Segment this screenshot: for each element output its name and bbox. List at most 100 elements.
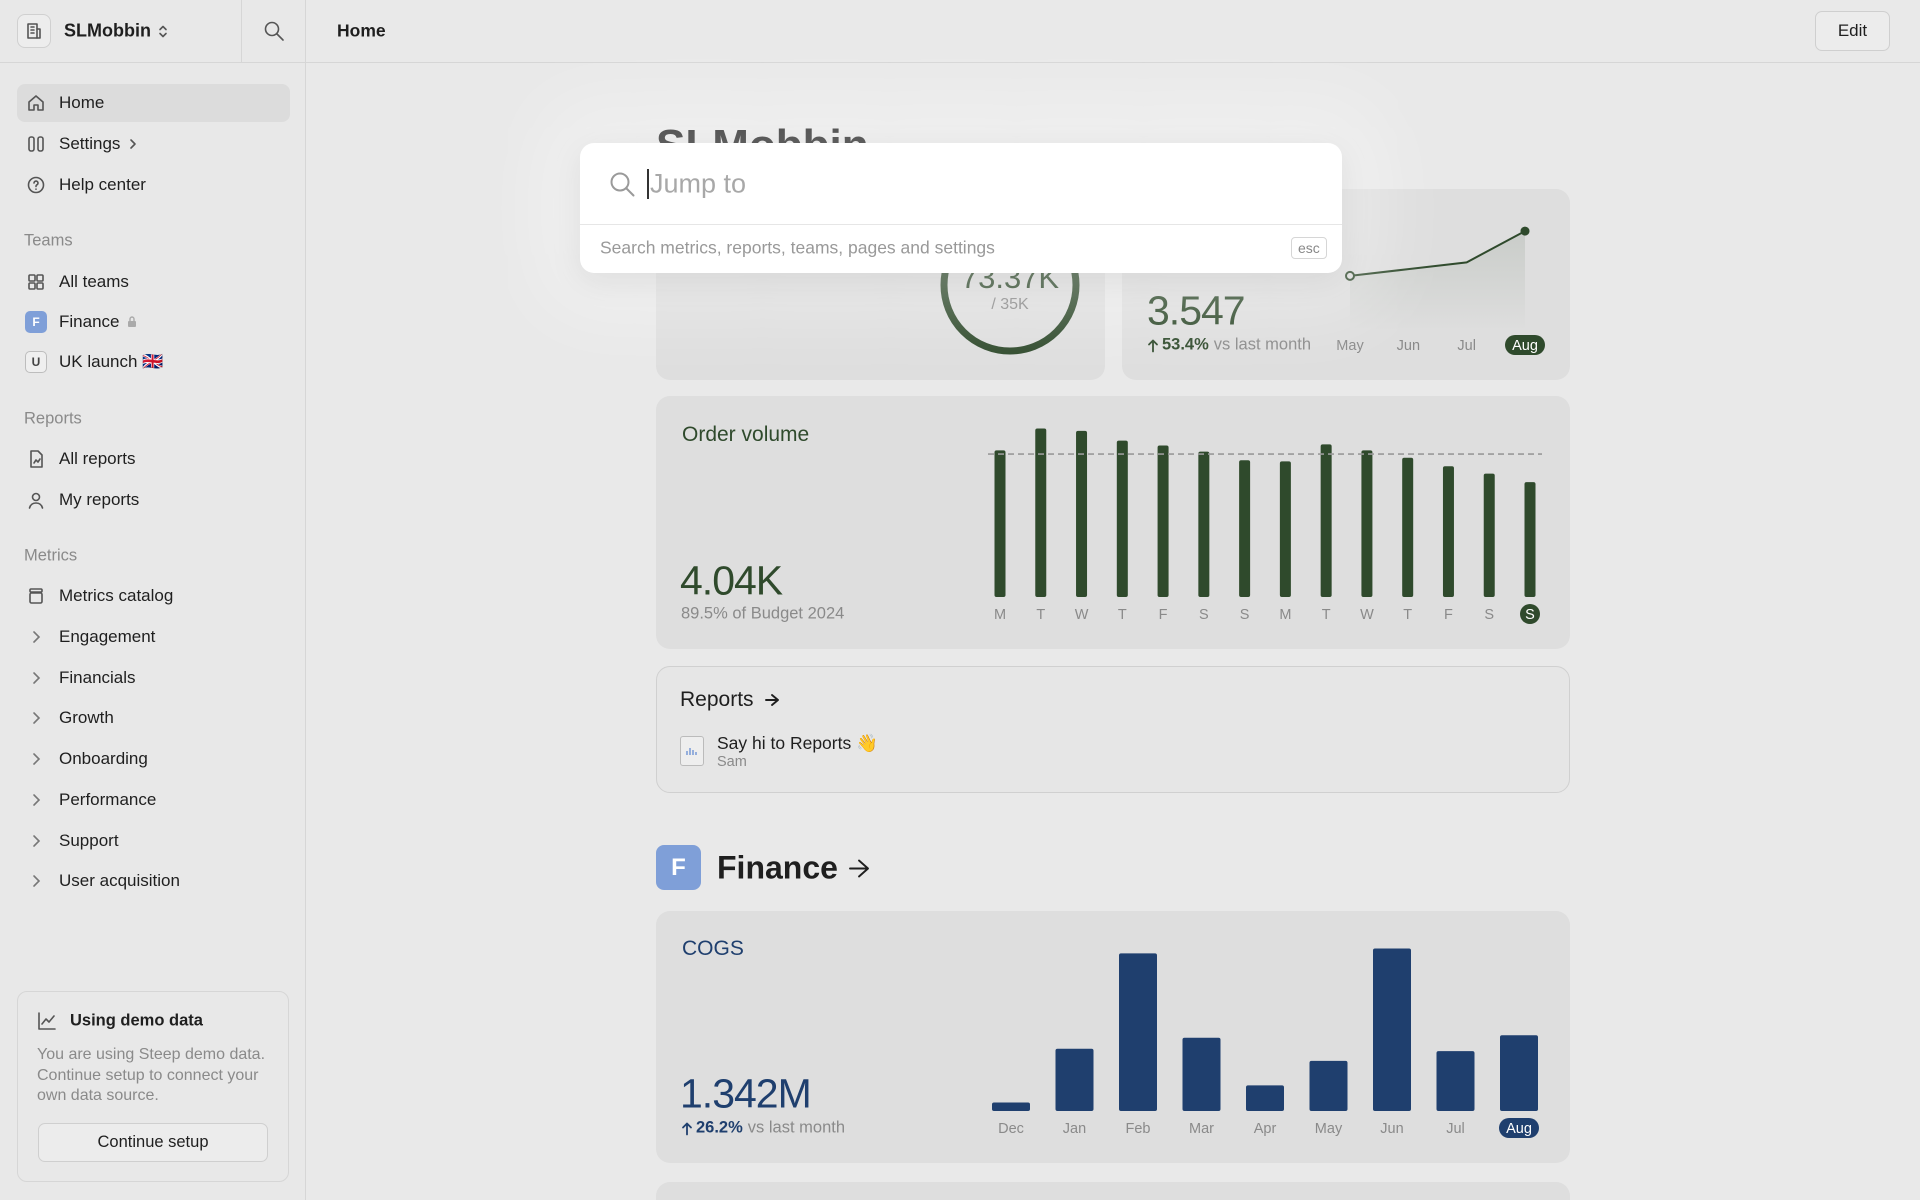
nav-icon [25,789,47,811]
bar [1436,1051,1475,1111]
nav-item[interactable]: Performance [17,781,290,819]
report-glyph [686,748,697,755]
sidebar-top-divider [241,0,242,62]
metric-value: 4.04K [680,557,783,604]
nav-icon [25,448,47,470]
nav-label: Home [59,93,105,112]
trend-line [1349,230,1526,277]
bar [1500,1035,1538,1111]
bar [1119,953,1157,1111]
nav-icon [25,626,47,648]
icon [28,274,44,290]
section-title: Reports [24,409,82,428]
nav-label: Performance [59,789,157,809]
finance-heading[interactable]: Finance [717,850,870,887]
icon [33,712,41,725]
finance-badge: F [656,845,701,890]
lock-icon [128,316,137,327]
nav-item[interactable]: Onboarding [17,740,290,778]
x-tick-label: S [1199,607,1209,623]
bar [1309,1060,1348,1111]
bar [1076,430,1088,597]
sidebar: SLMobbin Home Settings Help center Teams All … [0,0,306,1200]
reports-title-link[interactable]: Reports [680,688,780,712]
change-value: 53.4% [1162,335,1209,354]
report-author: Sam [717,754,747,770]
nav-icon [25,585,47,607]
section-title: Teams [24,231,73,250]
next-card [656,1182,1570,1200]
nav-item[interactable]: My reports [17,481,290,519]
demo-title: Using demo data [70,1011,203,1030]
nav-label: Metrics catalog [59,586,174,605]
bar [1246,1085,1284,1111]
nav-item[interactable]: Financials [17,659,290,697]
report-title: Say hi to Reports 👋 [717,733,878,753]
search-button[interactable] [263,20,285,42]
reports-title: Reports [680,688,754,711]
section-title: Metrics [24,546,78,565]
x-tick-label: Jul [1446,1121,1465,1137]
nav-item[interactable]: F Finance [17,303,290,341]
nav-item[interactable]: Settings [17,125,290,163]
bar [1279,461,1291,597]
x-tick-label: Dec [998,1121,1024,1137]
nav-icon [25,133,47,155]
nav-item[interactable]: Engagement [17,618,290,656]
nav-item[interactable]: Support [17,822,290,860]
x-tick-label: M [1279,607,1291,623]
bar [992,1102,1030,1111]
search-input[interactable]: Jump to [650,168,747,199]
bar [1524,482,1536,597]
edit-button[interactable]: Edit [1815,11,1890,51]
nav-icon [25,667,47,689]
nav-label: UK launch 🇬🇧 [59,352,164,371]
x-tick-label: T [1322,607,1331,623]
icon [30,450,43,468]
bar [1055,1048,1094,1111]
bar [1198,451,1210,597]
nav-item[interactable]: All teams [17,263,290,301]
x-tick-label: Apr [1254,1121,1277,1137]
nav-icon [25,830,47,852]
team-badge: U [25,351,47,373]
nav-item[interactable]: Growth [17,699,290,737]
nav-icon [25,707,47,729]
change-row: 53.4% vs last month [1147,336,1311,355]
report-item[interactable]: Say hi to Reports 👋 Sam [717,733,878,770]
nav-item[interactable]: Home [17,84,290,122]
nav-item[interactable]: User acquisition [17,862,290,900]
x-tick-label: Mar [1189,1121,1214,1137]
x-tick-label: May [1336,338,1364,354]
metric-subtitle: 89.5% of Budget 2024 [681,604,845,623]
continue-setup-button[interactable]: Continue setup [38,1123,268,1162]
icon [33,834,41,847]
bar [1116,440,1128,597]
nav-label: My reports [59,490,140,509]
bar [1483,473,1495,597]
bar [1361,450,1373,597]
nav-icon: U [25,351,47,373]
bar [1035,428,1047,597]
nav-item[interactable]: U UK launch 🇬🇧 [17,343,290,381]
arrow-right-icon [764,694,779,706]
nav-item[interactable]: All reports [17,440,290,478]
metric-value: 1.342M [680,1070,812,1117]
caret [647,169,649,199]
bar [1442,466,1454,597]
trend-chart: May Jun Jul Aug [1336,226,1545,355]
nav-item[interactable]: Help center [17,166,290,204]
nav-icon [25,271,47,293]
x-tick-label: Jun [1397,338,1420,354]
reports-card: Reports Say hi to Reports 👋 Sam [656,666,1570,793]
cogs-card: COGS 1.342M 26.2% vs last month Dec Jan Feb Mar… [656,911,1570,1163]
workspace-switcher[interactable]: SLMobbin [64,21,169,42]
workspace-icon[interactable] [17,14,51,48]
bar [1182,1037,1221,1111]
x-tick-highlight [1505,335,1545,355]
nav-item[interactable]: Metrics catalog [17,577,290,615]
x-tick-label: Jan [1063,1121,1086,1137]
gauge-target: / 35K [991,296,1029,313]
